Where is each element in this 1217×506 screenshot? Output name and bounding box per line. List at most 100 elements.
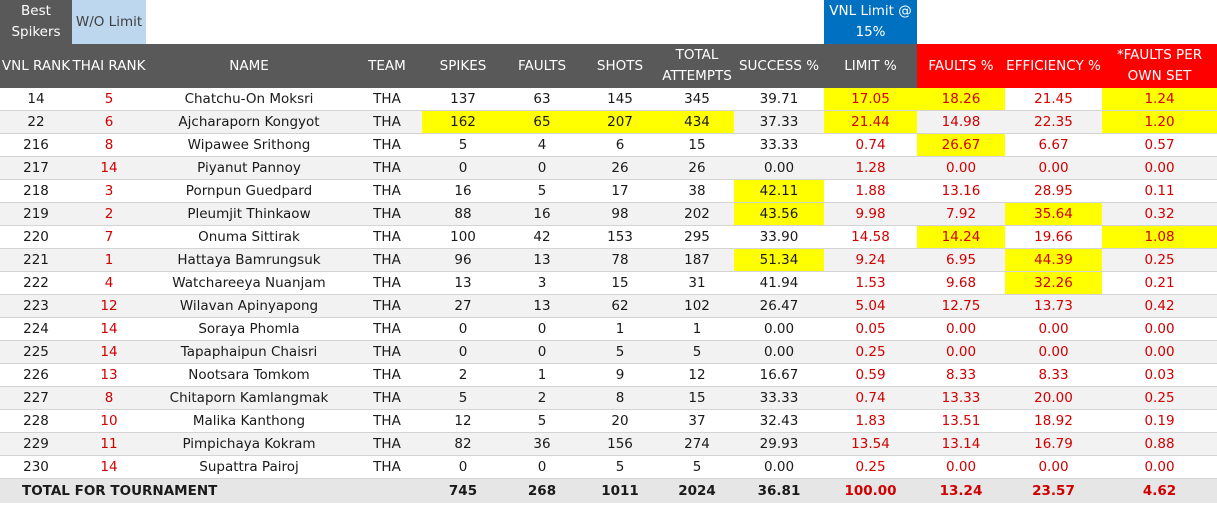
cell-success[interactable]: 0.00 bbox=[734, 455, 824, 479]
cell-efficiency[interactable]: 35.64 bbox=[1005, 202, 1102, 226]
cell-faults-per-set[interactable]: 1.24 bbox=[1102, 88, 1217, 111]
cell-name[interactable]: Ajcharaporn Kongyot bbox=[146, 110, 352, 134]
cell-total[interactable]: 38 bbox=[660, 179, 734, 203]
cell-total[interactable]: 187 bbox=[660, 248, 734, 272]
cell-total[interactable]: 12 bbox=[660, 363, 734, 387]
cell-team[interactable]: THA bbox=[352, 248, 422, 272]
cell-name[interactable]: Pleumjit Thinkaow bbox=[146, 202, 352, 226]
cell-shots[interactable]: 62 bbox=[580, 294, 660, 318]
cell-faults-pct[interactable]: 18.26 bbox=[917, 88, 1005, 111]
cell-faults-pct[interactable]: 13.33 bbox=[917, 386, 1005, 410]
cell-faults[interactable]: 2 bbox=[504, 386, 580, 410]
cell-faults-per-set[interactable]: 0.57 bbox=[1102, 133, 1217, 157]
cell-spikes[interactable]: 88 bbox=[422, 202, 504, 226]
cell-spikes[interactable]: 162 bbox=[422, 110, 504, 134]
cell-faults-pct[interactable]: 6.95 bbox=[917, 248, 1005, 272]
cell-faults-pct[interactable]: 0.00 bbox=[917, 340, 1005, 364]
cell-team[interactable]: THA bbox=[352, 432, 422, 456]
cell-limit[interactable]: 5.04 bbox=[824, 294, 917, 318]
cell-total[interactable]: 5 bbox=[660, 340, 734, 364]
cell-faults-pct[interactable]: 26.67 bbox=[917, 133, 1005, 157]
cell-limit[interactable]: 0.74 bbox=[824, 386, 917, 410]
cell-success[interactable]: 29.93 bbox=[734, 432, 824, 456]
cell-efficiency[interactable]: 19.66 bbox=[1005, 225, 1102, 249]
cell-thai-rank[interactable]: 11 bbox=[72, 432, 146, 456]
cell-faults-pct[interactable]: 13.14 bbox=[917, 432, 1005, 456]
cell-name[interactable]: Wilavan Apinyapong bbox=[146, 294, 352, 318]
cell-efficiency[interactable]: 21.45 bbox=[1005, 88, 1102, 111]
cell-faults-per-set[interactable]: 0.25 bbox=[1102, 248, 1217, 272]
cell-shots[interactable]: 207 bbox=[580, 110, 660, 134]
cell-success[interactable]: 37.33 bbox=[734, 110, 824, 134]
cell-success[interactable]: 51.34 bbox=[734, 248, 824, 272]
cell-success[interactable]: 33.33 bbox=[734, 133, 824, 157]
cell-faults-pct[interactable]: 14.24 bbox=[917, 225, 1005, 249]
cell-faults-per-set[interactable]: 1.20 bbox=[1102, 110, 1217, 134]
cell-thai-rank[interactable]: 7 bbox=[72, 225, 146, 249]
cell-spikes[interactable]: 2 bbox=[422, 363, 504, 387]
cell-shots[interactable]: 78 bbox=[580, 248, 660, 272]
cell-vnl-rank[interactable]: 218 bbox=[0, 179, 72, 203]
cell-thai-rank[interactable]: 12 bbox=[72, 294, 146, 318]
cell-efficiency[interactable]: 28.95 bbox=[1005, 179, 1102, 203]
cell-faults[interactable]: 16 bbox=[504, 202, 580, 226]
col-header-shots[interactable]: SHOTS bbox=[580, 44, 660, 88]
cell-faults-per-set[interactable]: 0.11 bbox=[1102, 179, 1217, 203]
cell-team[interactable]: THA bbox=[352, 409, 422, 433]
col-header-efficiency[interactable]: EFFICIENCY % bbox=[1005, 44, 1102, 88]
cell-total[interactable]: 345 bbox=[660, 88, 734, 111]
cell-faults-pct[interactable]: 8.33 bbox=[917, 363, 1005, 387]
cell-faults[interactable]: 0 bbox=[504, 340, 580, 364]
cell-team[interactable]: THA bbox=[352, 110, 422, 134]
cell-limit[interactable]: 1.88 bbox=[824, 179, 917, 203]
cell-efficiency[interactable]: 18.92 bbox=[1005, 409, 1102, 433]
cell-thai-rank[interactable]: 14 bbox=[72, 156, 146, 180]
cell-vnl-rank[interactable]: 225 bbox=[0, 340, 72, 364]
cell-spikes[interactable]: 13 bbox=[422, 271, 504, 295]
cell-limit[interactable]: 0.25 bbox=[824, 455, 917, 479]
cell-limit[interactable]: 1.83 bbox=[824, 409, 917, 433]
cell-team[interactable]: THA bbox=[352, 340, 422, 364]
cell-name[interactable]: Nootsara Tomkom bbox=[146, 363, 352, 387]
cell-success[interactable]: 42.11 bbox=[734, 179, 824, 203]
cell-faults-pct[interactable]: 0.00 bbox=[917, 455, 1005, 479]
cell-faults-pct[interactable]: 0.00 bbox=[917, 317, 1005, 341]
cell-faults[interactable]: 5 bbox=[504, 179, 580, 203]
cell-limit[interactable]: 0.59 bbox=[824, 363, 917, 387]
cell-thai-rank[interactable]: 1 bbox=[72, 248, 146, 272]
cell-total[interactable]: 274 bbox=[660, 432, 734, 456]
cell-name[interactable]: Pimpichaya Kokram bbox=[146, 432, 352, 456]
cell-total[interactable]: 202 bbox=[660, 202, 734, 226]
cell-name[interactable]: Tapaphaipun Chaisri bbox=[146, 340, 352, 364]
cell-team[interactable]: THA bbox=[352, 294, 422, 318]
cell-total[interactable]: 295 bbox=[660, 225, 734, 249]
cell-name[interactable]: Chitaporn Kamlangmak bbox=[146, 386, 352, 410]
cell-faults-per-set[interactable]: 0.19 bbox=[1102, 409, 1217, 433]
cell-faults-per-set[interactable]: 0.00 bbox=[1102, 455, 1217, 479]
cell-success[interactable]: 0.00 bbox=[734, 156, 824, 180]
cell-limit[interactable]: 21.44 bbox=[824, 110, 917, 134]
col-header-thai-rank[interactable]: THAI RANK bbox=[72, 44, 146, 88]
cell-thai-rank[interactable]: 8 bbox=[72, 386, 146, 410]
cell-faults-per-set[interactable]: 1.08 bbox=[1102, 225, 1217, 249]
col-header-faults-pct[interactable]: FAULTS % bbox=[917, 44, 1005, 88]
col-header-faults[interactable]: FAULTS bbox=[504, 44, 580, 88]
cell-vnl-rank[interactable]: 222 bbox=[0, 271, 72, 295]
cell-thai-rank[interactable]: 6 bbox=[72, 110, 146, 134]
cell-vnl-rank[interactable]: 223 bbox=[0, 294, 72, 318]
cell-faults[interactable]: 13 bbox=[504, 294, 580, 318]
cell-faults[interactable]: 0 bbox=[504, 455, 580, 479]
cell-total[interactable]: 15 bbox=[660, 386, 734, 410]
cell-name[interactable]: Hattaya Bamrungsuk bbox=[146, 248, 352, 272]
cell-shots[interactable]: 17 bbox=[580, 179, 660, 203]
cell-success[interactable]: 43.56 bbox=[734, 202, 824, 226]
cell-efficiency[interactable]: 32.26 bbox=[1005, 271, 1102, 295]
cell-faults-pct[interactable]: 13.16 bbox=[917, 179, 1005, 203]
cell-shots[interactable]: 26 bbox=[580, 156, 660, 180]
cell-shots[interactable]: 5 bbox=[580, 455, 660, 479]
cell-total[interactable]: 434 bbox=[660, 110, 734, 134]
cell-spikes[interactable]: 16 bbox=[422, 179, 504, 203]
cell-thai-rank[interactable]: 5 bbox=[72, 88, 146, 111]
cell-vnl-rank[interactable]: 220 bbox=[0, 225, 72, 249]
cell-success[interactable]: 33.33 bbox=[734, 386, 824, 410]
